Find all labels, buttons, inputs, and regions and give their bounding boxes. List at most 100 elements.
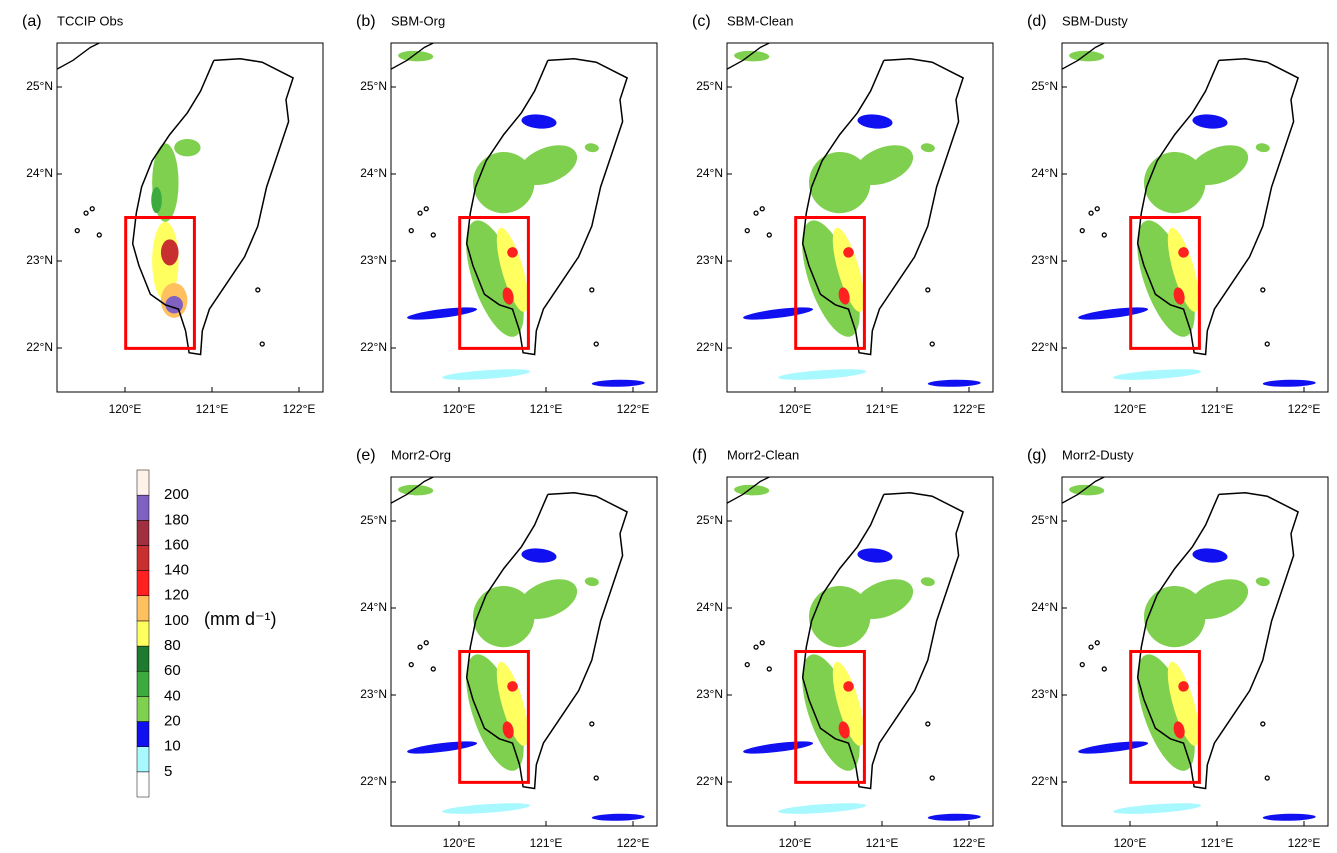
lat-tick-label: 24°N: [696, 166, 723, 180]
colorbar-label: 140: [164, 562, 189, 579]
rain-area: [518, 579, 578, 620]
map-content: [391, 43, 645, 387]
colorbar-segment: [136, 545, 150, 571]
rain-area: [1069, 50, 1105, 62]
lon-tick-label: 120°E: [1114, 836, 1147, 850]
rain-area: [843, 247, 854, 258]
rain-area: [854, 579, 914, 620]
colorbar-segment: [136, 670, 150, 697]
china-coast: [391, 43, 434, 70]
rain-area: [584, 143, 599, 153]
panel-title: Morr2-Org: [391, 447, 451, 462]
lat-tick-label: 23°N: [696, 687, 723, 701]
island: [1088, 644, 1094, 650]
colorbar-segment: [136, 696, 150, 722]
rain-area: [496, 661, 529, 746]
colorbar-label: 5: [164, 763, 172, 780]
panel-title: SBM-Org: [391, 13, 445, 28]
map-panel: (a) TCCIP Obs 25°N 24°N 23°N 22°N 120°E 121°E 12…: [22, 13, 324, 416]
island: [753, 644, 759, 650]
rain-area: [1078, 741, 1149, 754]
island: [1260, 721, 1266, 727]
rain-area: [398, 50, 434, 62]
rain-area: [1078, 307, 1149, 320]
island: [759, 640, 765, 646]
rain-area: [838, 287, 850, 305]
rain-area: [1173, 721, 1185, 739]
rain-area: [160, 239, 179, 266]
island: [925, 721, 931, 727]
lat-tick-label: 23°N: [360, 253, 387, 267]
lon-tick-label: 122°E: [953, 836, 986, 850]
map-content: [727, 477, 981, 821]
island: [259, 341, 265, 347]
island: [766, 232, 772, 238]
island: [1079, 661, 1085, 668]
lon-tick-label: 120°E: [443, 836, 476, 850]
rain-area: [778, 803, 867, 814]
map-content: [57, 43, 295, 356]
rain-area: [854, 145, 914, 186]
colorbar-segment: [136, 645, 150, 672]
colorbar-label: 10: [164, 738, 181, 755]
lon-tick-label: 122°E: [953, 402, 986, 416]
china-coast: [391, 477, 434, 504]
study-box: [1129, 216, 1201, 350]
rain-area: [507, 681, 518, 692]
lat-tick-label: 25°N: [360, 79, 387, 93]
lon-tick-label: 121°E: [530, 402, 563, 416]
lat-tick-label: 22°N: [696, 340, 723, 354]
map-content: [727, 43, 981, 387]
rain-area: [502, 721, 514, 739]
panel-label: (b): [356, 13, 376, 30]
study-box: [1129, 650, 1201, 784]
rain-area: [1178, 247, 1189, 258]
panel-frame: [56, 42, 324, 393]
panel-title: TCCIP Obs: [57, 13, 124, 28]
island: [753, 210, 759, 216]
lon-tick-label: 121°E: [196, 402, 229, 416]
rain-area: [591, 379, 645, 387]
panel-frame: [390, 42, 658, 393]
island: [593, 775, 599, 781]
rain-area: [743, 741, 814, 754]
map-content: [391, 477, 645, 821]
rain-area: [734, 484, 770, 496]
map-panel: (c) SBM-Clean 25°N 24°N 23°N 22°N 120°E 121°E 12…: [692, 13, 994, 416]
china-coast: [57, 43, 100, 70]
rain-area: [1255, 577, 1270, 587]
island: [925, 287, 931, 293]
panel-label: (a): [22, 13, 42, 30]
colorbar-segment: [136, 469, 150, 496]
rain-area: [927, 379, 981, 387]
rain-area: [398, 484, 434, 496]
lat-tick-label: 23°N: [360, 687, 387, 701]
lon-tick-label: 121°E: [866, 402, 899, 416]
lon-tick-label: 120°E: [1114, 402, 1147, 416]
rain-area: [591, 813, 645, 821]
island: [430, 666, 436, 672]
island: [74, 227, 80, 234]
rain-area: [1262, 813, 1316, 821]
island: [417, 644, 423, 650]
island: [589, 287, 595, 293]
colorbar-label: 160: [164, 536, 189, 553]
colorbar-segment: [136, 620, 150, 647]
colorbar-label: 120: [164, 587, 189, 604]
map-panel: (b) SBM-Org 25°N 24°N 23°N 22°N 120°E 121°E 122°…: [356, 13, 658, 416]
colorbar-segment: [136, 570, 150, 597]
rain-area: [584, 577, 599, 587]
lat-tick-label: 24°N: [1031, 600, 1058, 614]
rain-area: [496, 227, 529, 312]
lat-tick-label: 25°N: [696, 513, 723, 527]
lat-tick-label: 24°N: [26, 166, 53, 180]
rain-area: [734, 50, 770, 62]
study-box: [794, 216, 866, 350]
rain-area: [407, 307, 478, 320]
island: [89, 206, 95, 212]
lat-tick-label: 22°N: [1031, 774, 1058, 788]
lon-tick-label: 122°E: [617, 836, 650, 850]
coastline: [131, 57, 295, 356]
colorbar-segment: [136, 520, 150, 546]
rain-area: [1113, 369, 1202, 380]
